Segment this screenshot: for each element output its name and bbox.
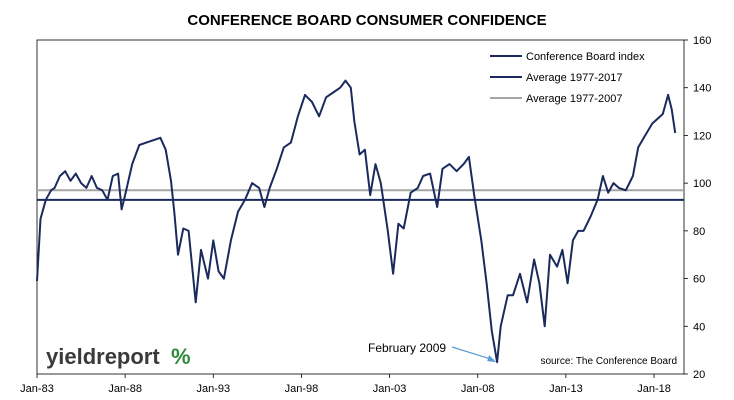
source-note: source: The Conference Board [540,356,677,367]
annotation-arrow-head [487,355,497,363]
logo-text: yieldreport [46,344,160,369]
y-tick-label: 60 [693,274,705,286]
plot-area [36,39,685,375]
y-tick-label: 140 [693,83,711,95]
logo-percent-icon: % [171,344,191,369]
x-tick-label: Jan-98 [285,383,319,395]
y-tick-label: 160 [693,35,711,47]
x-tick-label: Jan-03 [373,383,407,395]
y-axis: 20 40 60 80 100 120 140 160 [684,35,711,381]
legend-label-0: Conference Board index [526,51,645,63]
series-lines [36,79,677,364]
x-tick-label: Jan-18 [637,383,671,395]
x-tick-label: Jan-08 [461,383,495,395]
legend: Conference Board index Average 1977-2017 A… [490,51,645,105]
series-line-index [36,79,677,364]
average-lines [37,189,684,201]
x-tick-label: Jan-88 [108,383,142,395]
y-tick-label: 100 [693,178,711,190]
x-axis: Jan-83 Jan-88 Jan-93 Jan-98 Jan-03 Jan-08 Jan-… [20,374,671,395]
chart-title: CONFERENCE BOARD CONSUMER CONFIDENCE [187,12,546,29]
annotation-arrow-line [451,346,495,361]
y-tick-label: 40 [693,321,705,333]
legend-label-1: Average 1977-2017 [526,72,622,84]
annotation: February 2009 [368,341,497,363]
y-tick-label: 20 [693,369,705,381]
y-tick-label: 80 [693,226,705,238]
y-tick-label: 120 [693,130,711,142]
legend-label-2: Average 1977-2007 [526,93,622,105]
x-tick-label: Jan-83 [20,383,54,395]
x-tick-label: Jan-13 [549,383,583,395]
x-tick-label: Jan-93 [196,383,230,395]
yieldreport-logo: yieldreport % [46,344,191,369]
annotation-label: February 2009 [368,341,446,355]
